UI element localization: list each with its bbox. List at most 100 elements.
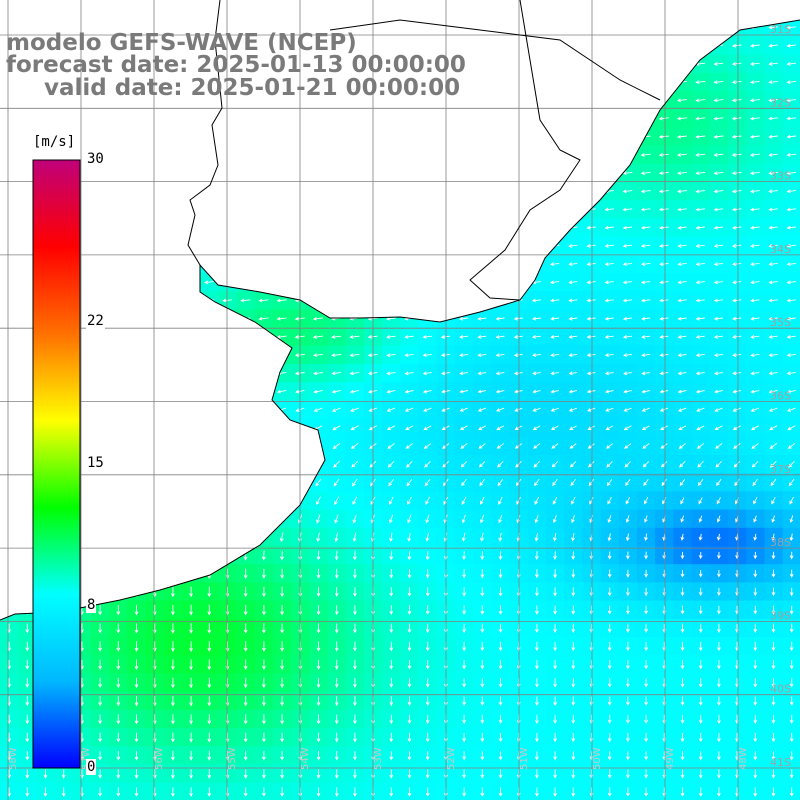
wind-arrow [459, 280, 469, 285]
wind-arrow [605, 425, 614, 430]
speed-cell [218, 436, 238, 456]
wind-arrow [61, 769, 66, 779]
wind-arrow [207, 659, 212, 671]
wind-arrow [151, 478, 158, 487]
wind-arrow [549, 171, 560, 176]
speed-cell [236, 400, 256, 420]
wind-arrow [495, 134, 505, 139]
wind-arrow [659, 389, 669, 394]
wind-arrow [769, 8, 777, 11]
wind-arrow [677, 389, 687, 394]
wind-arrow [531, 43, 542, 48]
wind-arrow [241, 442, 250, 450]
speed-cell [400, 200, 420, 219]
wind-arrow [768, 43, 778, 48]
wind-arrow [569, 425, 577, 430]
wind-arrow [680, 714, 685, 725]
wind-arrow [25, 732, 30, 743]
wind-arrow [22, 316, 32, 321]
wind-arrow [462, 732, 466, 743]
speed-cell [600, 54, 620, 74]
wind-arrow [769, 425, 778, 431]
wind-arrow [553, 641, 557, 652]
wind-arrow [167, 152, 178, 157]
speed-cell [91, 182, 110, 201]
wind-arrow [350, 443, 359, 449]
speed-cell [327, 182, 347, 201]
speed-cell [109, 145, 128, 165]
wind-arrow [353, 751, 357, 761]
speed-cell [163, 364, 183, 383]
wind-arrow [753, 515, 757, 523]
speed-cell [127, 527, 147, 547]
wind-arrow [586, 371, 596, 376]
wind-arrow [222, 280, 232, 285]
wind-arrow [116, 714, 121, 725]
wind-arrow [607, 533, 612, 542]
wind-arrow [240, 389, 250, 394]
wind-arrow [349, 189, 360, 194]
wind-arrow [185, 389, 196, 394]
wind-arrow [3, 207, 14, 212]
wind-arrow [349, 225, 360, 230]
speed-cell [418, 291, 438, 310]
wind-arrow [731, 116, 742, 121]
wind-arrow [731, 80, 742, 85]
wind-arrow [550, 425, 559, 430]
speed-cell [218, 109, 238, 128]
wind-arrow [716, 497, 721, 505]
speed-cell [91, 218, 110, 238]
wind-arrow [312, 335, 324, 339]
speed-cell [73, 0, 92, 19]
wind-arrow [388, 496, 394, 506]
wind-arrow [167, 316, 178, 321]
wind-arrow [732, 425, 741, 431]
wind-arrow [352, 496, 358, 506]
speed-cell [473, 109, 492, 128]
wind-arrow [498, 696, 503, 706]
wind-arrow [753, 751, 758, 761]
wind-arrow [313, 171, 323, 176]
wind-arrow [697, 479, 704, 487]
speed-cell [491, 163, 511, 183]
wind-arrow [331, 262, 342, 267]
wind-arrow [495, 207, 505, 212]
speed-cell [691, 36, 711, 56]
wind-arrow [788, 460, 795, 468]
wind-arrow [589, 678, 594, 688]
wind-arrow [313, 353, 324, 358]
wind-arrow [334, 659, 339, 670]
wind-arrow [222, 152, 232, 157]
speed-cell [200, 546, 219, 565]
longitude-label: 53W [373, 747, 384, 770]
wind-arrow [480, 550, 485, 561]
wind-arrow [313, 298, 324, 303]
wind-arrow [789, 769, 794, 779]
wind-arrow [750, 334, 760, 339]
speed-cell [491, 109, 511, 128]
wind-arrow [207, 696, 212, 707]
wind-arrow [658, 116, 669, 121]
wind-arrow [207, 787, 212, 797]
speed-cell [163, 382, 183, 401]
wind-arrow [3, 134, 14, 139]
wind-arrow [4, 425, 14, 431]
wind-arrow [549, 80, 560, 85]
speed-cell [455, 127, 474, 147]
wind-arrow [549, 225, 560, 230]
wind-arrow [204, 25, 214, 30]
wind-arrow [462, 550, 466, 561]
wind-arrow [713, 134, 724, 139]
wind-arrow [131, 316, 141, 321]
wind-arrow [535, 623, 539, 634]
wind-arrow [586, 171, 596, 176]
wind-arrow [462, 769, 466, 779]
wind-arrow [240, 335, 251, 339]
wind-arrow [331, 335, 342, 339]
speed-cell [618, 145, 638, 165]
speed-cell [673, 36, 693, 56]
wind-arrow [313, 189, 323, 194]
wind-arrow [25, 751, 30, 761]
wind-arrow [695, 153, 706, 157]
speed-cell [254, 473, 274, 492]
